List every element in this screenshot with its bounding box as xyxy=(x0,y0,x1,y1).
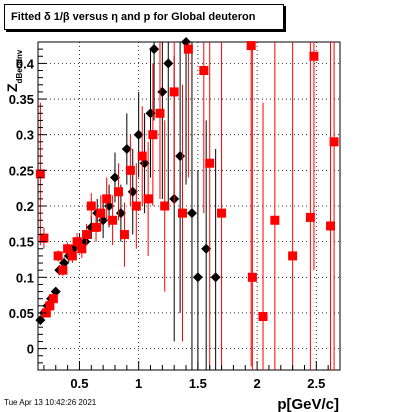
data-point xyxy=(186,208,197,219)
data-point xyxy=(121,143,132,154)
data-point xyxy=(155,108,165,118)
data-point xyxy=(288,251,298,261)
data-point xyxy=(91,222,101,232)
x-tick-label: 1.5 xyxy=(189,376,207,391)
chart-title: Fitted δ 1/β versus η and p for Global d… xyxy=(11,11,256,23)
data-point xyxy=(96,208,106,218)
data-point xyxy=(59,258,70,269)
data-point xyxy=(131,201,141,211)
data-point xyxy=(201,243,212,254)
x-tick-label: 2 xyxy=(253,376,260,391)
data-point xyxy=(270,215,280,225)
data-point xyxy=(63,244,73,254)
data-point xyxy=(246,41,256,51)
data-point xyxy=(305,212,315,222)
data-point xyxy=(45,301,55,311)
data-point xyxy=(114,187,124,197)
data-point xyxy=(149,44,160,55)
data-point xyxy=(108,215,118,225)
y-axis-label-main: Z xyxy=(4,83,20,92)
data-point xyxy=(50,286,61,297)
x-tick-label: 1 xyxy=(135,376,142,391)
data-point xyxy=(67,251,77,261)
data-point xyxy=(169,87,179,97)
data-point xyxy=(177,208,187,218)
data-point xyxy=(58,265,68,275)
data-point xyxy=(86,201,96,211)
data-point xyxy=(163,58,174,69)
data-point xyxy=(199,66,209,76)
x-tick-label: 0.5 xyxy=(70,376,88,391)
y-tick-label: 0.35 xyxy=(9,92,34,107)
y-tick-label: 0.2 xyxy=(16,199,34,214)
data-point xyxy=(102,194,112,204)
chart-title-box: Fitted δ 1/β versus η and p for Global d… xyxy=(4,4,284,30)
data-point xyxy=(329,137,339,147)
data-point xyxy=(109,172,120,183)
data-point xyxy=(258,312,268,322)
data-point xyxy=(125,165,135,175)
x-axis-label: p[GeV/c] xyxy=(277,396,339,412)
timestamp: Tue Apr 13 10:42:26 2021 xyxy=(4,398,97,407)
data-point xyxy=(77,244,87,254)
data-point xyxy=(35,169,45,179)
y-tick-label: 0.3 xyxy=(16,128,34,143)
data-point xyxy=(205,158,215,168)
data-point xyxy=(143,194,153,204)
data-point xyxy=(217,208,227,218)
data-point xyxy=(309,51,319,61)
data-point xyxy=(137,151,147,161)
series-square xyxy=(35,41,339,370)
y-tick-label: 0 xyxy=(27,342,34,357)
y-tick-label: 0.05 xyxy=(9,306,34,321)
data-point xyxy=(160,201,170,211)
y-tick-label: 0.15 xyxy=(9,235,34,250)
y-axis-label: ZdBetaInv xyxy=(4,49,24,92)
x-tick-label: 2.5 xyxy=(307,376,325,391)
data-point xyxy=(210,272,221,283)
data-point xyxy=(148,130,158,140)
data-point xyxy=(119,230,129,240)
svg-text:ZdBetaInv: ZdBetaInv xyxy=(4,49,24,92)
data-point xyxy=(247,272,257,282)
axes: 0.5 1 1.5 2 2.5 0 0.05 0.1 0.15 0.2 0.25 0.3 0.35 0.4 xyxy=(9,41,341,391)
data-point xyxy=(183,44,193,54)
y-tick-label: 0.4 xyxy=(16,56,35,71)
data-point xyxy=(133,129,144,140)
data-point xyxy=(72,237,82,247)
data-point xyxy=(192,272,203,283)
data-point xyxy=(48,294,58,304)
data-point xyxy=(82,230,92,240)
data-point xyxy=(53,251,63,261)
y-tick-label: 0.25 xyxy=(9,163,34,178)
data-point xyxy=(39,233,49,243)
y-tick-label: 0.1 xyxy=(16,270,34,285)
y-axis-label-sub: dBetaInv xyxy=(15,49,24,83)
data-series xyxy=(35,37,339,370)
data-point xyxy=(80,236,91,247)
data-point xyxy=(326,221,336,231)
